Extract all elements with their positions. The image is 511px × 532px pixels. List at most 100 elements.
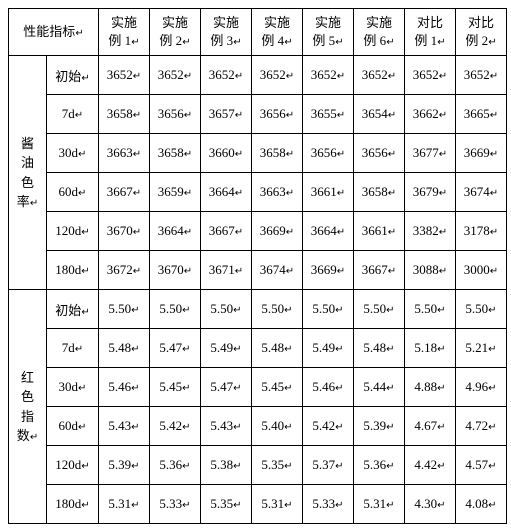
row-label: 30d↵ [47, 134, 99, 173]
value-cell: 5.50↵ [201, 290, 252, 329]
value-cell: 3662↵ [405, 95, 456, 134]
value-cell: 5.33↵ [150, 485, 201, 524]
row-label: 180d↵ [47, 251, 99, 290]
value-cell: 3178↵ [456, 212, 507, 251]
col-header-2: 实施例 3↵ [201, 9, 252, 56]
value-cell: 5.31↵ [99, 485, 150, 524]
category-cell-0: 酱油色率↵ [9, 56, 47, 290]
table-row: 7d↵3658↵3656↵3657↵3656↵3655↵3654↵3662↵36… [9, 95, 507, 134]
value-cell: 5.48↵ [354, 329, 405, 368]
row-label: 30d↵ [47, 368, 99, 407]
value-cell: 5.46↵ [99, 368, 150, 407]
col-header-5: 实施例 6↵ [354, 9, 405, 56]
table-row: 180d↵5.31↵5.33↵5.35↵5.31↵5.33↵5.31↵4.30↵… [9, 485, 507, 524]
value-cell: 4.08↵ [456, 485, 507, 524]
row-label: 初始↵ [47, 56, 99, 95]
col-header-1: 实施例 2↵ [150, 9, 201, 56]
value-cell: 3658↵ [150, 134, 201, 173]
value-cell: 3652↵ [303, 56, 354, 95]
value-cell: 5.39↵ [99, 446, 150, 485]
value-cell: 3669↵ [303, 251, 354, 290]
table-row: 120d↵5.39↵5.36↵5.38↵5.35↵5.37↵5.36↵4.42↵… [9, 446, 507, 485]
value-cell: 3663↵ [99, 134, 150, 173]
row-label: 60d↵ [47, 173, 99, 212]
table-row: 红色指数↵初始↵5.50↵5.50↵5.50↵5.50↵5.50↵5.50↵5.… [9, 290, 507, 329]
header-group-label: 性能指标↵ [9, 9, 99, 56]
value-cell: 5.43↵ [99, 407, 150, 446]
row-label: 120d↵ [47, 212, 99, 251]
table-row: 60d↵3667↵3659↵3664↵3663↵3661↵3658↵3679↵3… [9, 173, 507, 212]
value-cell: 5.18↵ [405, 329, 456, 368]
col-header-3: 实施例 4↵ [252, 9, 303, 56]
value-cell: 3670↵ [99, 212, 150, 251]
header-row: 性能指标↵ 实施例 1↵实施例 2↵实施例 3↵实施例 4↵实施例 5↵实施例 … [9, 9, 507, 56]
value-cell: 3656↵ [150, 95, 201, 134]
value-cell: 5.31↵ [252, 485, 303, 524]
value-cell: 4.96↵ [456, 368, 507, 407]
category-cell-1: 红色指数↵ [9, 290, 47, 524]
value-cell: 5.45↵ [252, 368, 303, 407]
value-cell: 4.57↵ [456, 446, 507, 485]
row-label: 7d↵ [47, 329, 99, 368]
value-cell: 5.38↵ [201, 446, 252, 485]
value-cell: 5.48↵ [252, 329, 303, 368]
value-cell: 3382↵ [405, 212, 456, 251]
value-cell: 3088↵ [405, 251, 456, 290]
table-row: 180d↵3672↵3670↵3671↵3674↵3669↵3667↵3088↵… [9, 251, 507, 290]
value-cell: 5.40↵ [252, 407, 303, 446]
table-body: 酱油色率↵初始↵3652↵3652↵3652↵3652↵3652↵3652↵36… [9, 56, 507, 524]
table-row: 30d↵5.46↵5.45↵5.47↵5.45↵5.46↵5.44↵4.88↵4… [9, 368, 507, 407]
value-cell: 3663↵ [252, 173, 303, 212]
value-cell: 5.50↵ [303, 290, 354, 329]
value-cell: 3667↵ [201, 212, 252, 251]
value-cell: 3665↵ [456, 95, 507, 134]
value-cell: 3656↵ [354, 134, 405, 173]
row-label: 120d↵ [47, 446, 99, 485]
value-cell: 5.44↵ [354, 368, 405, 407]
value-cell: 3677↵ [405, 134, 456, 173]
value-cell: 3659↵ [150, 173, 201, 212]
value-cell: 4.67↵ [405, 407, 456, 446]
table-row: 120d↵3670↵3664↵3667↵3669↵3664↵3661↵3382↵… [9, 212, 507, 251]
value-cell: 5.50↵ [354, 290, 405, 329]
value-cell: 5.42↵ [303, 407, 354, 446]
value-cell: 5.39↵ [354, 407, 405, 446]
value-cell: 4.88↵ [405, 368, 456, 407]
col-header-4: 实施例 5↵ [303, 9, 354, 56]
value-cell: 5.49↵ [201, 329, 252, 368]
table-row: 30d↵3663↵3658↵3660↵3658↵3656↵3656↵3677↵3… [9, 134, 507, 173]
value-cell: 3664↵ [201, 173, 252, 212]
value-cell: 3674↵ [456, 173, 507, 212]
value-cell: 3667↵ [354, 251, 405, 290]
value-cell: 5.33↵ [303, 485, 354, 524]
value-cell: 3658↵ [354, 173, 405, 212]
row-label: 60d↵ [47, 407, 99, 446]
value-cell: 3652↵ [456, 56, 507, 95]
value-cell: 3652↵ [150, 56, 201, 95]
value-cell: 3652↵ [201, 56, 252, 95]
value-cell: 4.72↵ [456, 407, 507, 446]
col-header-6: 对比例 1↵ [405, 9, 456, 56]
value-cell: 5.36↵ [150, 446, 201, 485]
value-cell: 5.43↵ [201, 407, 252, 446]
value-cell: 5.45↵ [150, 368, 201, 407]
value-cell: 5.42↵ [150, 407, 201, 446]
value-cell: 3657↵ [201, 95, 252, 134]
value-cell: 3661↵ [354, 212, 405, 251]
value-cell: 5.36↵ [354, 446, 405, 485]
value-cell: 3658↵ [99, 95, 150, 134]
value-cell: 5.50↵ [99, 290, 150, 329]
value-cell: 3669↵ [252, 212, 303, 251]
value-cell: 5.31↵ [354, 485, 405, 524]
header-group-text: 性能指标 [23, 24, 75, 39]
value-cell: 3661↵ [303, 173, 354, 212]
value-cell: 3660↵ [201, 134, 252, 173]
value-cell: 3664↵ [303, 212, 354, 251]
value-cell: 3652↵ [405, 56, 456, 95]
value-cell: 3670↵ [150, 251, 201, 290]
row-label: 180d↵ [47, 485, 99, 524]
value-cell: 5.21↵ [456, 329, 507, 368]
value-cell: 5.35↵ [201, 485, 252, 524]
table-row: 7d↵5.48↵5.47↵5.49↵5.48↵5.49↵5.48↵5.18↵5.… [9, 329, 507, 368]
value-cell: 3664↵ [150, 212, 201, 251]
